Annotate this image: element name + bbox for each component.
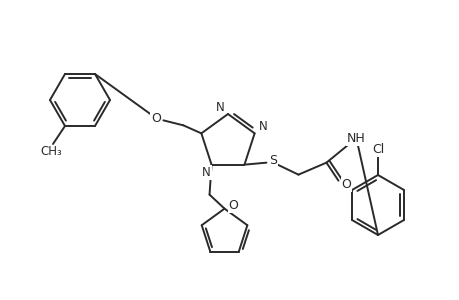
Text: O: O bbox=[151, 112, 161, 125]
Text: O: O bbox=[341, 178, 351, 191]
Text: O: O bbox=[228, 199, 238, 212]
Text: Cl: Cl bbox=[371, 142, 383, 155]
Text: S: S bbox=[269, 154, 277, 167]
Text: CH₃: CH₃ bbox=[40, 146, 62, 158]
Text: NH: NH bbox=[347, 132, 365, 145]
Text: N: N bbox=[259, 120, 268, 133]
Text: N: N bbox=[202, 166, 211, 179]
Text: N: N bbox=[215, 100, 224, 113]
